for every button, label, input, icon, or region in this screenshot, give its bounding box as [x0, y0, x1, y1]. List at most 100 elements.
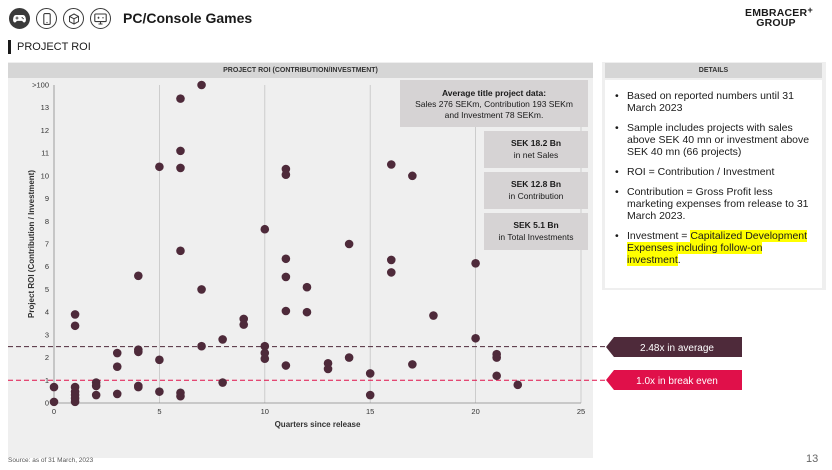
- investment-box-bg: [484, 213, 588, 250]
- data-point: [471, 259, 480, 268]
- y-tick-label: 13: [41, 103, 49, 112]
- average-data-box-bg: [400, 80, 588, 127]
- data-point: [197, 80, 206, 90]
- data-point: [408, 171, 417, 181]
- data-point: [70, 397, 80, 407]
- x-tick-label: 0: [52, 407, 56, 416]
- details-list: Based on reported numbers until 31 March…: [613, 90, 814, 266]
- data-point: [197, 341, 206, 351]
- chart-header: PROJECT ROI (CONTRIBUTION/INVESTMENT): [8, 63, 593, 78]
- data-point: [176, 94, 185, 103]
- data-point: [112, 348, 122, 358]
- data-point: [471, 333, 480, 343]
- data-point: [281, 306, 291, 316]
- logo-plus-icon: +: [807, 5, 813, 15]
- data-point: [386, 268, 396, 277]
- y-tick-label: 7: [45, 240, 49, 249]
- data-points: [49, 80, 523, 407]
- y-tick-label: 0: [45, 399, 49, 408]
- y-tick-label: 3: [45, 330, 49, 339]
- sales-box-value: SEK 18.2 Bn: [511, 138, 561, 148]
- data-point: [49, 382, 59, 392]
- y-axis-title: Project ROI (Contribution / Investment): [27, 170, 36, 318]
- y-tick-label: 12: [41, 126, 49, 135]
- monitor-icon[interactable]: [90, 8, 111, 29]
- data-point: [155, 162, 164, 172]
- y-tick-label: 9: [45, 194, 49, 203]
- details-header: DETAILS: [605, 63, 822, 78]
- data-point: [344, 239, 354, 249]
- average-data-box: Average title project data: Sales 276 SE…: [400, 80, 588, 127]
- details-bullet: ROI = Contribution / Investment: [613, 166, 814, 178]
- data-point: [260, 354, 270, 364]
- data-point: [176, 391, 185, 401]
- data-point: [176, 246, 185, 256]
- contribution-box-value: SEK 12.8 Bn: [511, 179, 561, 189]
- data-point: [218, 378, 227, 387]
- breakeven-tag-label: 1.0x in break even: [636, 376, 718, 387]
- data-point: [112, 362, 122, 371]
- data-point: [197, 285, 206, 294]
- details-bullet: Contribution = Gross Profit less marketi…: [613, 186, 814, 222]
- average-tag-label: 2.48x in average: [640, 343, 714, 354]
- data-point: [134, 271, 143, 281]
- y-tick-label: 4: [45, 308, 49, 317]
- y-tick-label: 10: [41, 171, 49, 180]
- data-point: [176, 163, 185, 173]
- details-bullet-investment: Investment = Capitalized Development Exp…: [613, 230, 814, 266]
- average-box-line2: and Investment 78 SEKm.: [445, 110, 544, 120]
- contribution-box-bg: [484, 172, 588, 209]
- page-number: 13: [806, 453, 819, 465]
- sales-box-label: in net Sales: [514, 150, 558, 160]
- section-marker: [8, 40, 11, 54]
- data-point: [70, 310, 80, 319]
- data-point: [344, 353, 354, 362]
- breakeven-tag: 1.0x in break even: [606, 370, 742, 390]
- details-body: Based on reported numbers until 31 March…: [605, 80, 822, 288]
- data-point: [365, 390, 375, 400]
- investment-suffix: .: [677, 254, 681, 266]
- y-tick-label: 8: [45, 217, 49, 226]
- data-point: [302, 307, 312, 317]
- y-tick-label: 11: [41, 149, 49, 158]
- investment-box: SEK 5.1 Bn in Total Investments: [484, 213, 588, 250]
- data-point: [408, 360, 417, 369]
- chart-panel: [8, 62, 593, 458]
- data-point: [281, 361, 291, 370]
- data-point: [492, 353, 501, 362]
- sales-box-bg: [484, 131, 588, 168]
- average-tag-shape: [606, 337, 742, 357]
- data-point: [112, 389, 122, 399]
- data-point: [365, 369, 375, 378]
- data-point: [492, 371, 501, 381]
- x-tick-label: 5: [157, 407, 161, 416]
- data-point: [91, 381, 101, 391]
- data-point: [429, 311, 438, 320]
- data-point: [70, 321, 80, 331]
- y-tick-label: 6: [45, 262, 49, 271]
- y-tick-label: 5: [45, 285, 49, 294]
- data-point: [91, 390, 101, 400]
- x-tick-label: 15: [366, 407, 374, 416]
- data-point: [281, 272, 291, 282]
- gamepad-icon[interactable]: [9, 8, 30, 29]
- details-bullet: Based on reported numbers until 31 March…: [613, 90, 814, 114]
- data-point: [218, 335, 227, 344]
- logo-line-2: GROUP: [756, 17, 796, 29]
- average-box-line1: Sales 276 SEKm, Contribution 193 SEKm: [415, 99, 573, 109]
- data-point: [513, 380, 523, 390]
- sales-box: SEK 18.2 Bn in net Sales: [484, 131, 588, 168]
- x-tick-label: 10: [261, 407, 269, 416]
- investment-box-label: in Total Investments: [499, 232, 574, 242]
- reference-lines: [8, 346, 606, 381]
- data-point: [260, 341, 270, 351]
- data-point: [260, 224, 270, 234]
- cube-icon[interactable]: [63, 8, 84, 29]
- page-title: PC/Console Games: [123, 10, 253, 26]
- average-tag: 2.48x in average: [606, 337, 742, 357]
- details-bullet: Sample includes projects with sales abov…: [613, 122, 814, 158]
- data-point: [302, 282, 312, 292]
- y-tick-label: >100: [32, 81, 49, 90]
- mobile-icon[interactable]: [36, 8, 57, 29]
